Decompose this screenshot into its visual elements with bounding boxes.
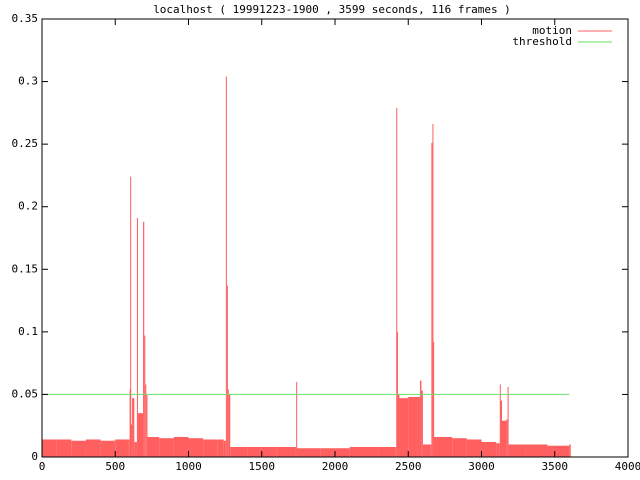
impulse (115, 439, 129, 457)
legend-label: threshold (512, 35, 572, 48)
impulse (396, 107, 398, 457)
impulse (85, 439, 101, 457)
impulse (137, 413, 144, 457)
x-tick-label: 4000 (615, 460, 640, 473)
impulse (502, 420, 507, 457)
impulse (422, 444, 431, 457)
impulse (71, 440, 86, 457)
y-tick-label: 0.15 (12, 262, 39, 275)
impulse (395, 446, 397, 457)
impulse (433, 341, 435, 457)
impulse (134, 441, 137, 457)
y-tick-label: 0.35 (12, 12, 39, 25)
impulse (217, 439, 224, 457)
impulse (56, 439, 72, 457)
x-tick-label: 2500 (395, 460, 422, 473)
impulse (433, 436, 453, 457)
impulse (417, 396, 420, 457)
impulse (223, 440, 226, 457)
impulse (430, 444, 432, 457)
impulse (399, 398, 409, 457)
impulse (500, 400, 503, 457)
impulse (147, 436, 160, 457)
y-tick-label: 0.25 (12, 137, 39, 150)
chart-title: localhost ( 19991223-1900 , 3599 seconds… (153, 3, 511, 16)
impulse (146, 394, 148, 457)
x-tick-label: 3000 (468, 460, 495, 473)
impulse (431, 142, 433, 458)
impulse (226, 285, 228, 457)
impulse (296, 381, 298, 457)
impulse (349, 446, 379, 457)
impulse (295, 446, 297, 457)
y-tick-label: 0.2 (18, 200, 38, 213)
impulse (130, 424, 133, 457)
impulse (188, 438, 204, 457)
x-tick-label: 500 (105, 460, 125, 473)
impulse (276, 446, 296, 457)
impulse (419, 380, 422, 457)
impulse (569, 444, 571, 457)
impulse (432, 124, 434, 458)
impulse (507, 386, 509, 457)
impulse (421, 390, 423, 457)
impulse (203, 439, 218, 457)
impulse (130, 176, 132, 457)
y-tick-label: 0 (31, 450, 38, 463)
impulse (547, 445, 570, 457)
legend-label: motion (532, 24, 572, 37)
impulse (145, 384, 147, 457)
impulse (129, 389, 131, 457)
impulse (496, 443, 500, 457)
impulse (100, 440, 116, 457)
impulse (159, 438, 174, 457)
impulse (499, 384, 501, 457)
impulse (227, 389, 229, 457)
y-tick-label: 0.05 (12, 387, 39, 400)
x-tick-label: 1000 (175, 460, 202, 473)
impulse (128, 439, 130, 457)
impulse (144, 335, 146, 457)
impulse (42, 439, 57, 457)
x-tick-label: 0 (39, 460, 46, 473)
impulse (228, 394, 231, 457)
impulse (143, 221, 145, 457)
y-tick-label: 0.1 (18, 325, 38, 338)
x-tick-label: 2000 (322, 460, 349, 473)
impulse (525, 444, 548, 457)
impulse (408, 396, 418, 457)
impulse (508, 444, 526, 457)
impulse (452, 438, 467, 457)
y-tick-label: 0.3 (18, 75, 38, 88)
impulse (481, 441, 497, 457)
impulse (132, 398, 135, 457)
impulse (136, 217, 138, 457)
impulse (506, 419, 508, 457)
impulse (466, 439, 482, 457)
x-tick-label: 3500 (542, 460, 569, 473)
impulse (230, 446, 248, 457)
impulse (378, 446, 396, 457)
impulse (296, 448, 321, 457)
x-tick-label: 1500 (249, 460, 276, 473)
impulse (225, 76, 227, 458)
impulse (397, 394, 400, 457)
impulse (173, 436, 189, 457)
